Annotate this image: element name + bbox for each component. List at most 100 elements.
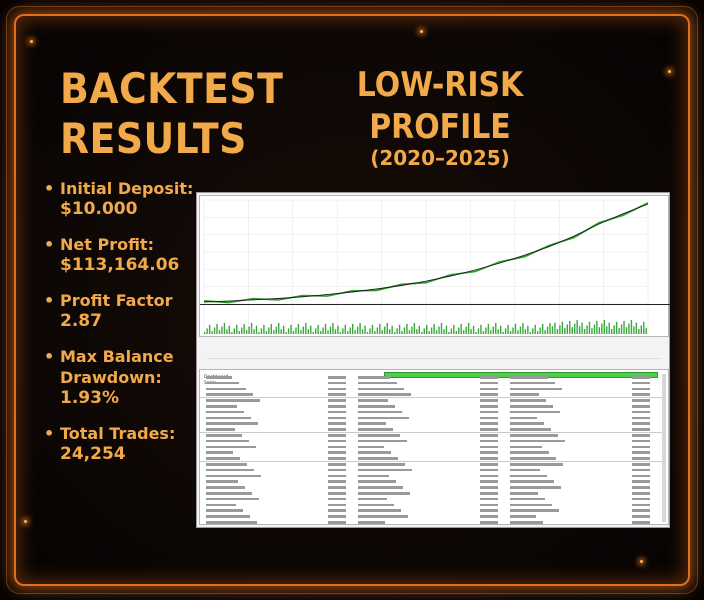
volume-bar bbox=[339, 332, 342, 334]
cell-text-placeholder bbox=[328, 451, 346, 454]
stat-value: $10.000 bbox=[60, 199, 138, 219]
volume-bar bbox=[497, 329, 499, 334]
stat-label: Profit Factor bbox=[60, 291, 173, 310]
cell-text-placeholder bbox=[510, 393, 539, 396]
cell-text-placeholder bbox=[358, 509, 401, 512]
volume-bar bbox=[435, 330, 438, 334]
cell-text-placeholder bbox=[510, 463, 563, 466]
volume-bar bbox=[596, 320, 598, 334]
table-row bbox=[200, 403, 662, 410]
volume-bar bbox=[265, 331, 268, 334]
cell-text-placeholder bbox=[206, 399, 260, 402]
cell-text-placeholder bbox=[480, 381, 498, 385]
volume-bars bbox=[204, 320, 647, 334]
volume-bar bbox=[344, 324, 346, 334]
cell-text-placeholder bbox=[632, 393, 650, 396]
cell-text-placeholder bbox=[510, 509, 559, 512]
table-row bbox=[200, 519, 662, 524]
volume-bar bbox=[559, 325, 561, 334]
volume-bar bbox=[608, 322, 610, 334]
volume-bar bbox=[534, 324, 536, 334]
table-row bbox=[200, 409, 662, 416]
cell-text-placeholder bbox=[480, 509, 498, 512]
volume-bar bbox=[389, 329, 391, 334]
title-line-2: RESULTS bbox=[60, 114, 247, 163]
cell-text-placeholder bbox=[206, 439, 249, 443]
volume-bar bbox=[241, 327, 243, 334]
volume-bar bbox=[640, 325, 642, 334]
volume-bar bbox=[411, 326, 413, 334]
volume-bar bbox=[243, 323, 245, 334]
volume-bar bbox=[623, 320, 625, 334]
cell-text-placeholder bbox=[480, 468, 498, 472]
cell-text-placeholder bbox=[328, 381, 346, 385]
cell-text-placeholder bbox=[632, 503, 650, 507]
cell-text-placeholder bbox=[510, 468, 540, 472]
cell-text-placeholder bbox=[358, 434, 400, 437]
volume-bar bbox=[453, 324, 455, 334]
volume-bar bbox=[273, 330, 275, 334]
cell-text-placeholder bbox=[358, 457, 398, 460]
backtest-report-table: DashboardSaldo bbox=[199, 369, 669, 525]
volume-bar bbox=[630, 320, 633, 334]
cell-text-placeholder bbox=[480, 405, 498, 408]
volume-bar bbox=[426, 324, 428, 334]
stat-value: 2.87 bbox=[60, 311, 102, 331]
table-row bbox=[200, 415, 662, 422]
volume-bar bbox=[379, 323, 381, 334]
volume-bar bbox=[324, 323, 327, 334]
cell-text-placeholder bbox=[206, 393, 253, 396]
volume-bar bbox=[611, 329, 613, 334]
cell-text-placeholder bbox=[206, 521, 257, 524]
cell-text-placeholder bbox=[206, 486, 245, 489]
glowing-frame bbox=[14, 14, 690, 586]
cell-text-placeholder bbox=[480, 428, 498, 431]
chart-svg bbox=[200, 199, 670, 334]
volume-bar bbox=[258, 332, 260, 334]
volume-bar bbox=[495, 323, 497, 334]
volume-bar bbox=[504, 328, 507, 334]
volume-bar bbox=[349, 327, 351, 334]
cell-text-placeholder bbox=[632, 480, 650, 483]
volume-bar bbox=[522, 323, 524, 334]
table-row bbox=[200, 490, 662, 497]
volume-bar bbox=[586, 325, 588, 334]
cell-text-placeholder bbox=[480, 410, 498, 414]
volume-bar bbox=[490, 330, 492, 334]
volume-bar bbox=[603, 320, 605, 334]
volume-bar bbox=[519, 326, 522, 334]
cell-text-placeholder bbox=[632, 422, 650, 425]
volume-bar bbox=[396, 328, 398, 334]
volume-bar bbox=[342, 328, 344, 334]
chart-grid bbox=[203, 199, 649, 334]
cell-text-placeholder bbox=[358, 439, 407, 443]
cell-text-placeholder bbox=[632, 439, 650, 443]
volume-bar bbox=[507, 324, 509, 334]
table-row bbox=[200, 397, 662, 404]
volume-bar bbox=[551, 326, 554, 334]
cell-text-placeholder bbox=[480, 474, 498, 478]
stat-value: 1.93% bbox=[60, 388, 119, 408]
cell-text-placeholder bbox=[206, 376, 232, 379]
bullet-icon: • bbox=[44, 347, 55, 366]
profile-title: LOW-RISK PROFILE bbox=[343, 64, 537, 148]
volume-bar bbox=[248, 326, 250, 334]
cell-text-placeholder bbox=[328, 428, 346, 431]
cell-text-placeholder bbox=[480, 457, 498, 460]
cell-text-placeholder bbox=[328, 486, 346, 489]
table-row bbox=[200, 507, 662, 514]
cell-text-placeholder bbox=[206, 405, 237, 408]
volume-bar bbox=[337, 325, 339, 334]
volume-bar bbox=[472, 325, 475, 334]
report-scrollbar[interactable] bbox=[662, 374, 666, 522]
volume-bar bbox=[408, 330, 411, 334]
cell-text-placeholder bbox=[510, 387, 562, 391]
volume-bar bbox=[216, 323, 218, 334]
volume-bar bbox=[245, 330, 248, 334]
volume-bar bbox=[554, 322, 556, 334]
cell-text-placeholder bbox=[358, 387, 404, 391]
volume-bar bbox=[315, 328, 317, 334]
cell-text-placeholder bbox=[510, 515, 536, 518]
volume-bar bbox=[455, 331, 457, 334]
volume-bar bbox=[253, 329, 255, 334]
